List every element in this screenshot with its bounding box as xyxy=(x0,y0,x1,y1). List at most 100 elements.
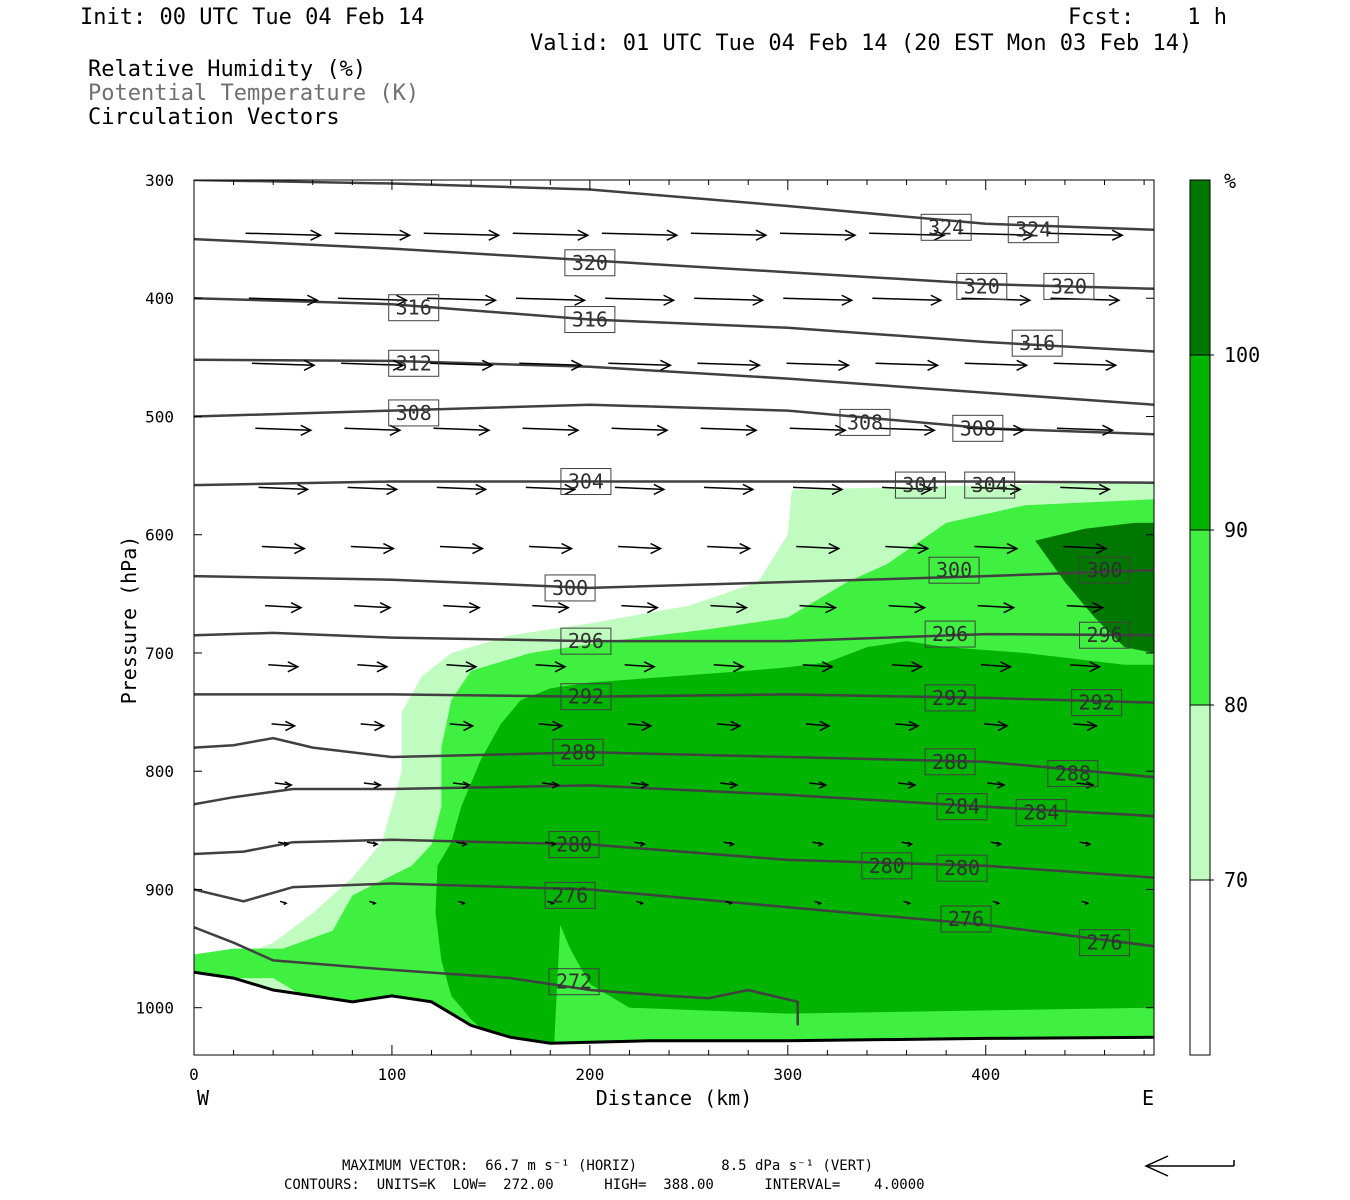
circulation-vector xyxy=(248,294,319,306)
circulation-vector xyxy=(618,542,663,555)
terrain-mask xyxy=(194,972,1154,1055)
circulation-vector xyxy=(436,483,488,496)
theta-label-296: 296 xyxy=(1079,621,1131,649)
circulation-vector xyxy=(967,424,1026,436)
circulation-vector xyxy=(725,900,734,906)
theta-label-300: 300 xyxy=(928,556,980,584)
theta-label-324: 324 xyxy=(920,213,972,241)
forecast-hour: Fcst: 1 h xyxy=(1068,5,1227,30)
theta-label-288: 288 xyxy=(552,738,604,766)
circulation-vector xyxy=(710,602,749,614)
circulation-vector xyxy=(366,841,379,847)
circulation-vector xyxy=(792,483,844,496)
circulation-vector xyxy=(347,483,399,496)
colorbar-segment-above-100 xyxy=(1190,180,1210,355)
circulation-vector xyxy=(1073,720,1098,732)
circulation-vector xyxy=(449,720,475,732)
circulation-vector xyxy=(1066,602,1105,614)
x-tick-label: 0 xyxy=(189,1065,199,1084)
circulation-vector xyxy=(344,424,402,436)
field-label-rh: Relative Humidity (%) xyxy=(88,57,367,82)
circulation-vector xyxy=(529,542,574,555)
max-vector-note: MAXIMUM VECTOR: 66.7 m s⁻¹ (HORIZ) 8.5 d… xyxy=(342,1158,874,1174)
circulation-vector xyxy=(363,781,383,790)
y-tick-label: 700 xyxy=(145,644,174,663)
circulation-vector xyxy=(987,781,1006,790)
circulation-vector xyxy=(279,900,288,906)
circulation-vector xyxy=(872,294,943,306)
circulation-vector xyxy=(634,841,647,847)
theta-contour-292 xyxy=(194,693,1154,704)
circulation-vector xyxy=(268,661,300,673)
circulation-vector xyxy=(545,841,557,847)
svg-text:292: 292 xyxy=(932,686,968,710)
circulation-vector xyxy=(690,229,768,241)
svg-text:308: 308 xyxy=(847,410,883,434)
circulation-vector xyxy=(1056,424,1115,436)
circulation-vector xyxy=(614,483,666,496)
field-label-theta: Potential Temperature (K) xyxy=(88,81,420,106)
svg-text:308: 308 xyxy=(396,401,432,425)
circulation-vector xyxy=(541,781,561,790)
circulation-vector xyxy=(992,900,1001,906)
circulation-vector xyxy=(525,483,577,496)
svg-text:288: 288 xyxy=(932,750,968,774)
circulation-vector xyxy=(878,424,937,436)
y-tick-label: 500 xyxy=(145,407,174,426)
theta-contour-272 xyxy=(194,926,799,1026)
theta-contour-276 xyxy=(194,882,1154,948)
circulation-vector xyxy=(796,542,841,555)
theta-contour-316 xyxy=(194,296,1154,353)
circulation-vector xyxy=(903,900,912,906)
theta-label-296: 296 xyxy=(560,627,612,655)
circulation-vector xyxy=(799,602,838,614)
colorbar-label: 70 xyxy=(1224,868,1248,892)
circulation-vector xyxy=(611,424,669,436)
svg-text:320: 320 xyxy=(1051,274,1087,298)
svg-text:304: 304 xyxy=(902,473,938,497)
circulation-vector xyxy=(426,294,498,306)
circulation-vector xyxy=(433,424,491,436)
circulation-vector xyxy=(452,781,472,790)
circulation-vector xyxy=(350,542,396,555)
circulation-vector xyxy=(265,602,303,614)
svg-text:316: 316 xyxy=(572,308,608,332)
circulation-vector xyxy=(697,359,762,371)
circulation-vector xyxy=(805,720,831,732)
theta-label-316: 316 xyxy=(564,306,616,334)
colorbar-label: 100 xyxy=(1224,343,1260,367)
circulation-vector xyxy=(519,359,583,371)
circulation-vector xyxy=(720,781,739,790)
theta-label-280: 280 xyxy=(861,852,913,880)
svg-text:288: 288 xyxy=(560,740,596,764)
colorbar-unit: % xyxy=(1224,169,1236,193)
field-label-vectors: Circulation Vectors xyxy=(88,105,340,130)
theta-label-280: 280 xyxy=(548,831,600,859)
circulation-vector xyxy=(723,841,736,847)
circulation-vector xyxy=(984,720,1009,732)
theta-label-304: 304 xyxy=(894,471,946,499)
svg-text:272: 272 xyxy=(556,970,592,994)
x-tick-label: 200 xyxy=(575,1065,604,1084)
svg-text:296: 296 xyxy=(568,629,604,653)
svg-text:280: 280 xyxy=(556,833,592,857)
theta-contour-300 xyxy=(194,568,1154,590)
y-tick-label: 400 xyxy=(145,289,174,308)
svg-text:300: 300 xyxy=(1086,558,1122,582)
circulation-vector xyxy=(535,661,567,673)
circulation-vector xyxy=(608,359,673,371)
circulation-vector xyxy=(882,483,933,496)
theta-label-308: 308 xyxy=(952,414,1004,442)
theta-contour-296 xyxy=(194,631,1154,643)
circulation-vector xyxy=(885,542,930,555)
svg-text:316: 316 xyxy=(1019,331,1055,355)
circulation-vector xyxy=(245,229,323,241)
circulation-vector xyxy=(532,602,570,614)
svg-text:292: 292 xyxy=(568,685,604,709)
theta-label-288: 288 xyxy=(1047,760,1099,788)
circulation-vector xyxy=(334,229,412,241)
theta-contour-280 xyxy=(194,838,1154,879)
theta-label-304: 304 xyxy=(560,468,612,496)
circulation-vector xyxy=(814,900,823,906)
theta-label-300: 300 xyxy=(1079,556,1131,584)
